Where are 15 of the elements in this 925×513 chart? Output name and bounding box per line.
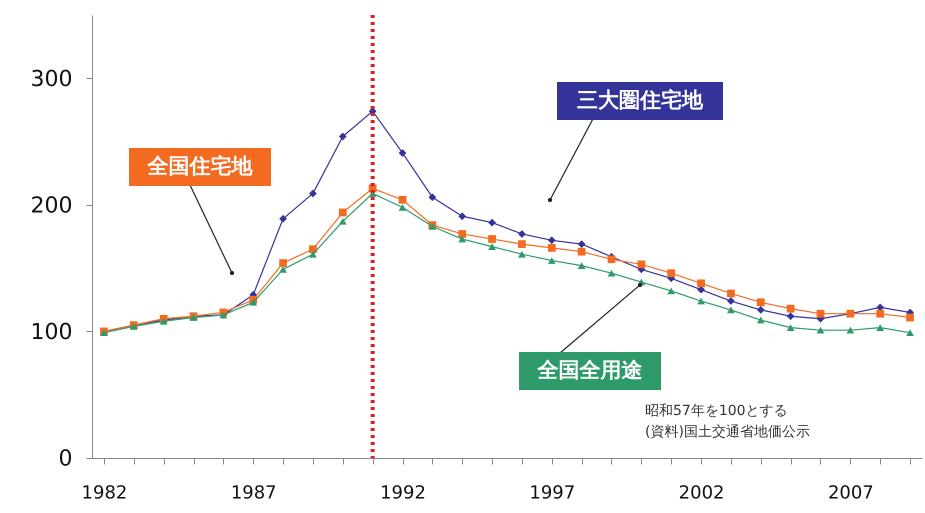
x-tick-label: 1982 [82,482,128,504]
y-tick-label: 100 [30,320,72,345]
annotation: (資料)国土交通省地価公示 [645,424,810,440]
x-tick-label: 1997 [529,482,576,504]
y-tick-label: 300 [30,66,72,92]
text: 全国全用途 [536,358,642,382]
text: 全国住宅地 [146,154,254,178]
text: 三大圏住宅地 [577,88,704,112]
x-tick-label: 2002 [678,482,724,504]
annotation: 昭和57年を100とする [645,403,788,419]
x-tick-label: 1992 [380,482,426,504]
x-tick-label: 2007 [828,482,874,504]
x-tick-label: 1987 [230,482,277,504]
y-tick-label: 0 [58,446,72,472]
y-tick-label: 200 [30,193,72,218]
